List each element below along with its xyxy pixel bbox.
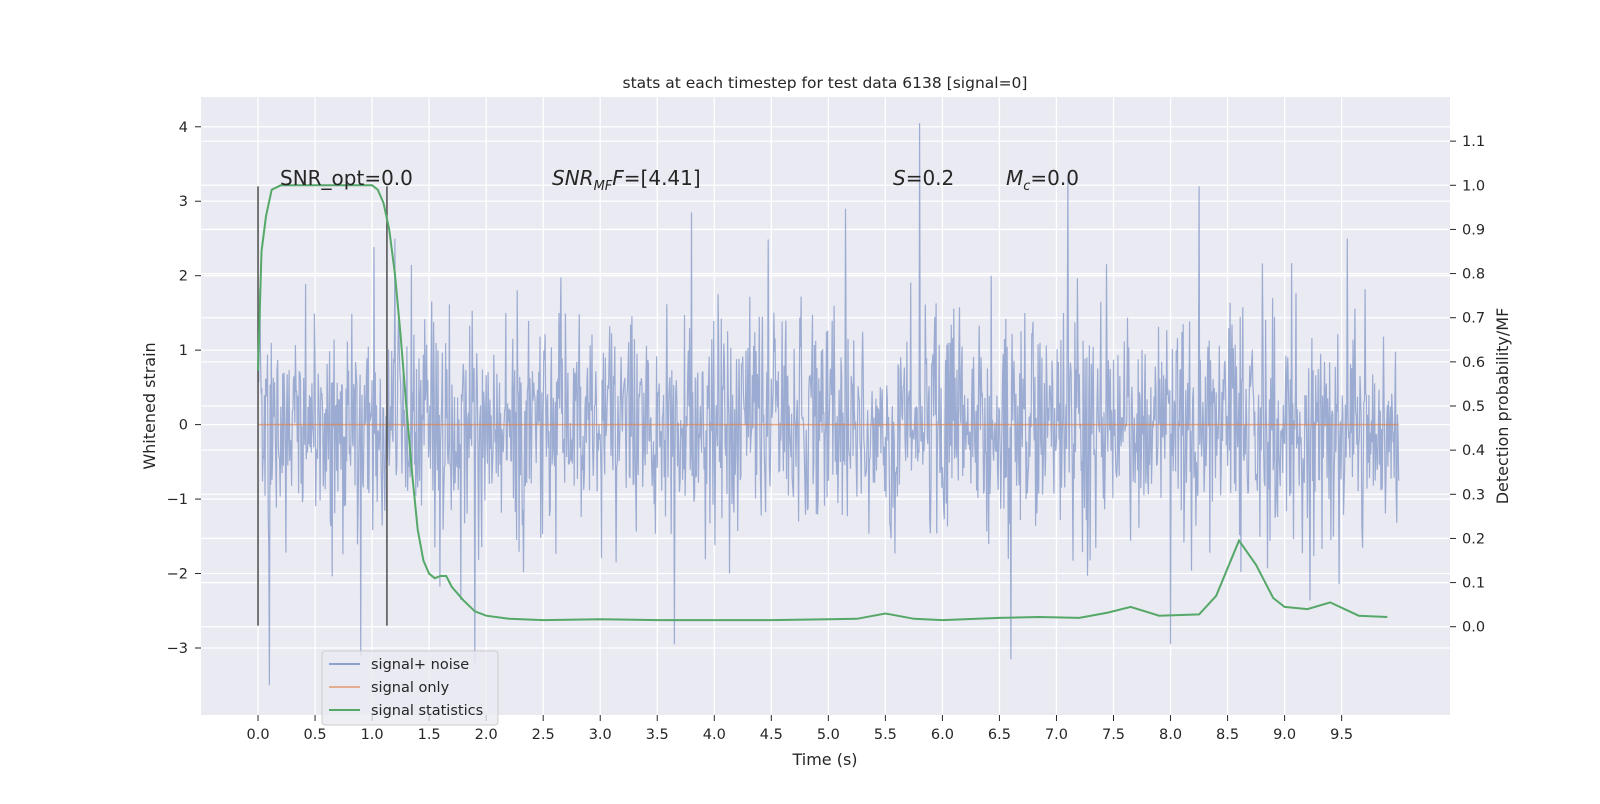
mc-symbol: M: [1006, 166, 1023, 190]
x-tick-label: 2.5: [532, 727, 555, 743]
x-tick-label: 5.5: [874, 727, 897, 743]
legend: signal+ noise signal only signal statist…: [321, 650, 499, 726]
y2-tick-label: 0.5: [1462, 399, 1485, 415]
legend-label-signal-noise: signal+ noise: [371, 657, 469, 673]
y2-tick-label: 0.4: [1462, 443, 1485, 459]
y2-tick-label: 0.0: [1462, 620, 1485, 636]
legend-box: [321, 650, 499, 726]
snr-mf-subscript: MF: [594, 179, 613, 194]
y2-tick-label: 0.7: [1462, 311, 1485, 327]
annotation-snr-opt: SNR_opt=0.0: [280, 166, 413, 190]
y-tick-label: 0: [179, 418, 188, 434]
x-tick-label: 9.5: [1330, 727, 1353, 743]
y2-tick-label: 1.0: [1462, 178, 1485, 194]
y-tick-label: −2: [167, 567, 188, 583]
y-tick-label: 3: [179, 194, 188, 210]
x-tick-label: 6.0: [931, 727, 954, 743]
vertical-markers: [257, 186, 388, 626]
y-axis-label: Whitened strain: [140, 342, 159, 469]
x-tick-label: 3.5: [646, 727, 669, 743]
legend-label-signal-only: signal only: [371, 680, 450, 696]
signal-noise-line: [257, 123, 1400, 686]
x-tick-label: 0.5: [304, 727, 327, 743]
y2-tick-label: 0.2: [1462, 531, 1485, 547]
snr-mf-symbol: SNR: [552, 166, 594, 190]
x-tick-label: 4.0: [703, 727, 726, 743]
x-tick-label: 1.0: [361, 727, 384, 743]
snr-mf-value: =[4.41]: [624, 166, 701, 190]
x-axis-label: Time (s): [791, 750, 857, 769]
x-tick-label: 7.0: [1045, 727, 1068, 743]
series-signal-statistics: [257, 184, 1388, 622]
signal-statistics-line: [257, 184, 1388, 622]
legend-label-signal-statistics: signal statistics: [371, 703, 483, 719]
x-tick-label: 3.0: [589, 727, 612, 743]
x-tick-label: 2.0: [475, 727, 498, 743]
y2-tick-label: 0.9: [1462, 222, 1485, 238]
axis-ticks: 0.0 0.5 1.0 1.5 2.0 2.5 3.0 3.5 4.0 4.5 5.0 5.5 6.0 6…: [167, 120, 1485, 743]
x-tick-label: 8.5: [1216, 727, 1239, 743]
annotation-mc: Mc=0.0: [1006, 166, 1079, 194]
y-tick-label: −3: [167, 641, 188, 657]
x-tick-label: 1.5: [418, 727, 441, 743]
y-tick-label: 1: [179, 343, 188, 359]
mc-value: =0.0: [1030, 166, 1079, 190]
snr-mf-f: F: [612, 166, 624, 190]
chart-title: stats at each timestep for test data 613…: [623, 74, 1028, 92]
y2-tick-label: 0.3: [1462, 487, 1485, 503]
s-symbol: S: [893, 166, 906, 190]
x-tick-label: 0.0: [247, 727, 270, 743]
mc-subscript: c: [1023, 179, 1030, 194]
annotation-s: S=0.2: [893, 166, 954, 190]
x-tick-label: 8.0: [1159, 727, 1182, 743]
y-tick-label: 4: [179, 120, 188, 136]
y-tick-label: −1: [167, 492, 188, 508]
x-tick-label: 6.5: [988, 727, 1011, 743]
y2-tick-label: 0.8: [1462, 267, 1485, 283]
s-value: =0.2: [906, 166, 955, 190]
series-signal-noise: [257, 123, 1400, 686]
x-tick-label: 5.0: [817, 727, 840, 743]
annotation-snr-mf: SNRMFF=[4.41]: [552, 166, 701, 194]
y-tick-label: 2: [179, 269, 188, 285]
y2-tick-label: 0.6: [1462, 355, 1485, 371]
x-tick-label: 4.5: [760, 727, 783, 743]
x-tick-label: 7.5: [1102, 727, 1125, 743]
y2-tick-label: 1.1: [1462, 134, 1485, 150]
y2-axis-label: Detection probability/MF: [1493, 308, 1512, 505]
x-tick-label: 9.0: [1273, 727, 1296, 743]
y2-tick-label: 0.1: [1462, 576, 1485, 592]
